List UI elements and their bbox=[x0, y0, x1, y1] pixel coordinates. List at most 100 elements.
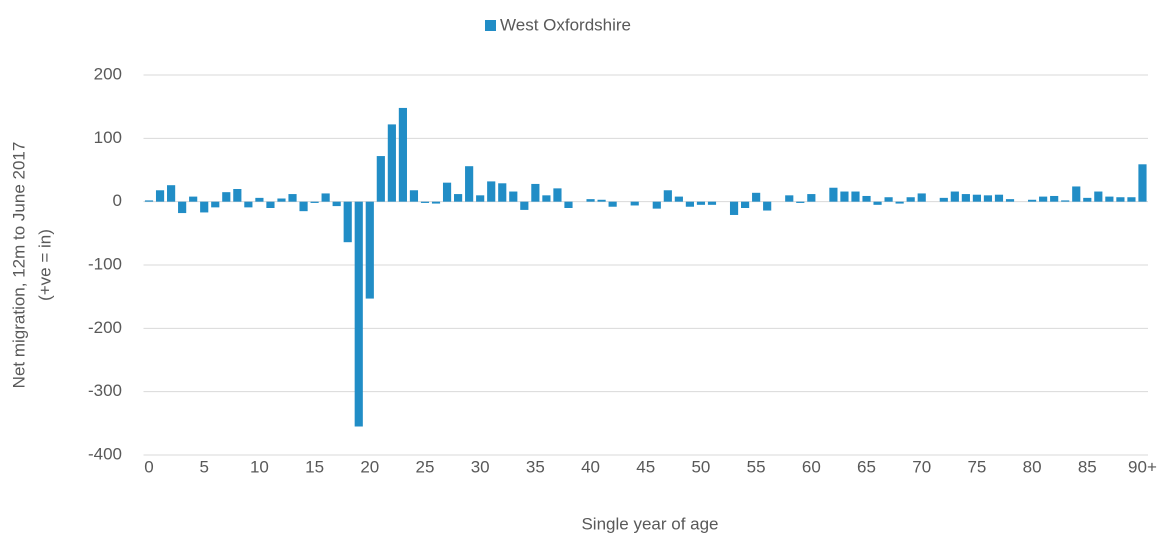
x-axis-title: Single year of age bbox=[581, 514, 718, 533]
x-tick-label: 30 bbox=[471, 457, 490, 476]
bar bbox=[564, 201, 573, 208]
bar bbox=[476, 195, 485, 202]
bar bbox=[630, 201, 639, 206]
bar bbox=[442, 182, 452, 202]
bar bbox=[288, 194, 297, 202]
bar bbox=[1061, 200, 1070, 202]
x-tick-label: 25 bbox=[416, 457, 435, 476]
y-tick-label: 200 bbox=[94, 64, 122, 83]
bar bbox=[586, 199, 595, 202]
bar bbox=[1039, 196, 1048, 202]
bar bbox=[1105, 196, 1114, 202]
bar bbox=[431, 201, 441, 204]
bar bbox=[277, 198, 286, 202]
bar bbox=[1094, 191, 1103, 202]
legend-label: West Oxfordshire bbox=[500, 15, 631, 34]
bar bbox=[807, 194, 816, 202]
bar bbox=[895, 201, 904, 204]
bar bbox=[398, 107, 407, 202]
bar bbox=[1127, 197, 1136, 202]
bar bbox=[542, 195, 551, 202]
bar bbox=[752, 192, 761, 202]
bar bbox=[917, 193, 926, 202]
bar bbox=[652, 201, 661, 209]
bar bbox=[884, 197, 893, 202]
bar bbox=[233, 189, 242, 202]
x-tick-label: 40 bbox=[581, 457, 600, 476]
bar bbox=[509, 191, 518, 202]
bar bbox=[520, 201, 529, 210]
bar bbox=[266, 201, 275, 208]
bar bbox=[531, 183, 540, 202]
bar bbox=[674, 196, 683, 202]
bar bbox=[763, 201, 772, 211]
bar bbox=[343, 201, 352, 243]
bar bbox=[487, 181, 496, 202]
y-axis-title: Net migration, 12m to June 2017 bbox=[9, 142, 28, 389]
bar bbox=[983, 195, 993, 202]
legend-swatch bbox=[485, 20, 496, 31]
bar bbox=[796, 201, 805, 203]
y-tick-label: -200 bbox=[88, 318, 122, 337]
bar bbox=[211, 201, 220, 208]
x-tick-label: 75 bbox=[967, 457, 986, 476]
bar bbox=[939, 197, 948, 202]
bar bbox=[387, 124, 396, 202]
bar bbox=[685, 201, 694, 207]
bar bbox=[707, 201, 717, 205]
bar bbox=[950, 191, 959, 202]
x-tick-label: 20 bbox=[360, 457, 379, 476]
bar bbox=[741, 201, 750, 208]
bar bbox=[321, 193, 330, 202]
bar bbox=[696, 201, 706, 205]
bar bbox=[994, 194, 1004, 202]
bar bbox=[906, 197, 915, 202]
x-tick-label: 70 bbox=[912, 457, 931, 476]
bar bbox=[167, 185, 176, 202]
bar bbox=[409, 190, 419, 202]
x-tick-label: 55 bbox=[747, 457, 766, 476]
x-tick-label: 35 bbox=[526, 457, 545, 476]
x-tick-label: 80 bbox=[1023, 457, 1042, 476]
x-tick-label: 85 bbox=[1078, 457, 1097, 476]
bar bbox=[1050, 195, 1059, 202]
x-tick-label: 5 bbox=[199, 457, 208, 476]
bar bbox=[1072, 186, 1081, 202]
x-tick-label: 90+ bbox=[1128, 457, 1157, 476]
bar bbox=[376, 156, 385, 202]
bar bbox=[873, 201, 882, 205]
bar bbox=[663, 190, 672, 202]
bar bbox=[829, 187, 838, 202]
y-tick-label: -400 bbox=[88, 444, 122, 463]
y-axis-title: (+ve = in) bbox=[35, 229, 54, 301]
y-tick-label: -300 bbox=[88, 381, 122, 400]
y-tick-label: 100 bbox=[94, 128, 122, 147]
y-tick-label: 0 bbox=[113, 191, 122, 210]
bar bbox=[420, 201, 430, 203]
bar bbox=[851, 191, 860, 202]
bar bbox=[365, 201, 374, 299]
bar bbox=[332, 201, 341, 207]
bar bbox=[310, 201, 319, 203]
bar bbox=[1138, 164, 1147, 202]
x-tick-label: 65 bbox=[857, 457, 876, 476]
bar bbox=[972, 194, 981, 202]
y-tick-label: -100 bbox=[88, 254, 122, 273]
bar bbox=[244, 201, 253, 208]
bar bbox=[597, 199, 606, 202]
bar bbox=[1028, 199, 1037, 202]
bar bbox=[961, 194, 970, 202]
bar bbox=[222, 192, 231, 202]
x-tick-label: 15 bbox=[305, 457, 324, 476]
bar bbox=[299, 201, 308, 212]
x-tick-label: 45 bbox=[636, 457, 655, 476]
bar bbox=[1116, 197, 1125, 202]
bar bbox=[862, 195, 871, 202]
bar bbox=[1005, 199, 1015, 202]
bar bbox=[1083, 197, 1092, 202]
bar bbox=[178, 201, 187, 214]
bar bbox=[200, 201, 209, 213]
bar bbox=[144, 200, 154, 202]
bar bbox=[608, 201, 617, 207]
